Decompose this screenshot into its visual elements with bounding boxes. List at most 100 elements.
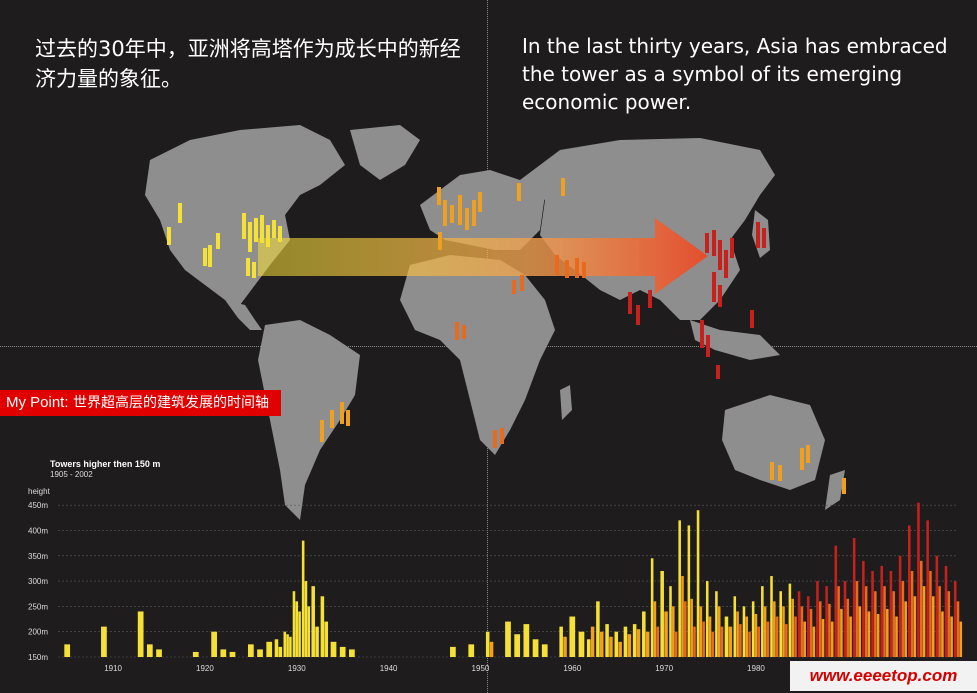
x-tick-label: 1950 — [472, 664, 490, 673]
madagascar — [560, 385, 572, 420]
bar — [913, 596, 917, 657]
bar — [339, 646, 346, 657]
bar — [852, 538, 856, 657]
bar — [763, 606, 767, 657]
bar — [931, 596, 935, 657]
bar — [711, 631, 715, 657]
bar — [274, 639, 279, 657]
asia — [520, 138, 775, 320]
australia — [722, 395, 825, 490]
bar — [791, 598, 794, 657]
bar — [950, 616, 953, 657]
bar — [834, 545, 838, 657]
bar — [858, 606, 862, 657]
bar — [892, 591, 895, 657]
bar — [705, 581, 709, 657]
bar — [779, 591, 782, 657]
bar — [684, 601, 687, 657]
tower-marks — [167, 178, 846, 494]
bar — [330, 641, 337, 657]
central-america — [225, 300, 262, 330]
bar — [627, 634, 632, 657]
bar — [717, 606, 721, 657]
bar — [935, 555, 939, 657]
bar — [867, 611, 871, 657]
bar — [229, 651, 236, 657]
bar — [797, 591, 801, 657]
bar — [681, 576, 684, 657]
bar — [690, 598, 693, 657]
bar — [898, 555, 902, 657]
bar — [825, 586, 828, 657]
south-america — [258, 320, 360, 520]
bar — [922, 586, 926, 657]
bar — [614, 631, 619, 657]
bar — [886, 608, 889, 657]
bar — [320, 596, 325, 657]
bar — [137, 611, 144, 657]
bar — [618, 641, 622, 657]
bar — [295, 601, 299, 657]
bar — [674, 631, 678, 657]
world-map — [145, 125, 846, 520]
bar — [605, 624, 609, 657]
bar — [645, 631, 650, 657]
bar — [569, 616, 576, 657]
bar — [788, 583, 792, 657]
bar — [650, 558, 654, 657]
bar — [324, 621, 329, 657]
chinese-heading: 过去的30年中，亚洲将高塔作为成长中的新经济力量的象征。 — [35, 37, 461, 91]
bar — [623, 626, 628, 657]
africa — [400, 255, 555, 455]
watermark: www.eeeetop.com — [790, 661, 977, 691]
bar — [742, 606, 746, 657]
bar — [910, 570, 914, 657]
bar — [830, 621, 834, 657]
y-tick-label: 350m — [28, 552, 48, 561]
bar — [871, 570, 874, 657]
bar — [586, 639, 591, 657]
bar — [849, 616, 852, 657]
bar — [862, 560, 865, 657]
bar — [773, 601, 776, 657]
bar — [736, 611, 739, 657]
banner-text: 世界超高层的建筑发展的时间轴 — [72, 395, 269, 411]
bar — [761, 586, 764, 657]
europe — [420, 170, 545, 250]
bar — [708, 616, 712, 657]
bar — [953, 581, 957, 657]
bar — [578, 631, 585, 657]
bar — [715, 591, 718, 657]
bar — [664, 611, 668, 657]
tower-marks-asia — [628, 222, 766, 379]
bar — [874, 591, 877, 657]
bar — [944, 565, 948, 657]
japan — [752, 210, 770, 258]
bar — [926, 520, 929, 657]
bar — [751, 601, 755, 657]
bar — [919, 560, 923, 657]
bar — [702, 621, 705, 657]
chart-subtitle: 1905 - 2002 — [50, 470, 93, 479]
bar — [840, 608, 843, 657]
bar — [816, 581, 819, 657]
bar — [941, 611, 944, 657]
bar — [956, 601, 960, 657]
y-axis-label: height — [28, 487, 51, 496]
bar — [64, 644, 71, 657]
bar — [864, 586, 868, 657]
bar — [855, 581, 859, 657]
bar — [220, 649, 227, 657]
my-point-banner: My Point: 世界超高层的建筑发展的时间轴 — [0, 390, 281, 416]
bar — [699, 606, 703, 657]
y-tick-label: 200m — [28, 628, 48, 637]
bar — [266, 641, 273, 657]
x-tick-label: 1920 — [196, 664, 214, 673]
bar — [837, 586, 840, 657]
bar — [653, 601, 657, 657]
bar — [785, 624, 788, 657]
bar — [917, 502, 920, 657]
y-tick-label: 250m — [28, 602, 48, 611]
bar — [846, 598, 850, 657]
bar — [283, 631, 287, 657]
